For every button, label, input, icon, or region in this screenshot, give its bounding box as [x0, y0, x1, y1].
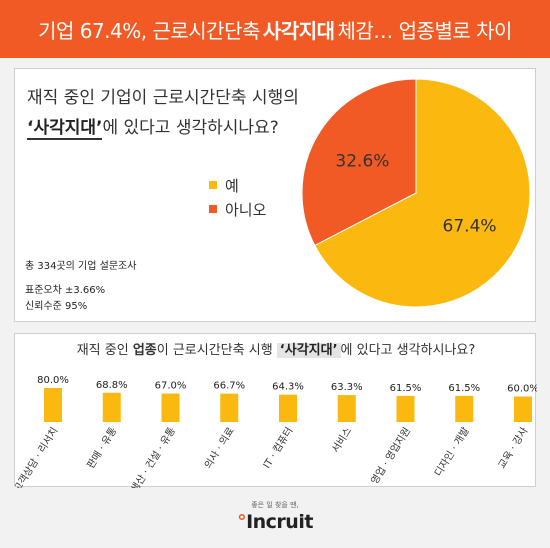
note-error: 표준오차 ±3.66%	[25, 285, 106, 296]
footer-slogan: 좋은 일 찾을 땐,	[251, 501, 299, 509]
survey2-pre: 재직 중인	[76, 343, 129, 358]
legend-label-no: 아니오	[225, 200, 267, 219]
headline-part2: 체감… 업종별로 차이	[337, 18, 513, 43]
bar-category-label: 생산 · 건설 · 유통	[129, 425, 179, 488]
bar-value-label: 60.0%	[507, 384, 537, 395]
pie-slice-no	[301, 78, 417, 247]
survey2-post: 에 있다고 생각하시나요?	[340, 343, 476, 358]
bar-category-label: 교육 · 강사	[496, 425, 531, 471]
logo-mark: °	[237, 511, 247, 533]
survey1-question-line1: 재직 중인 기업이 근로시간단축 시행의	[27, 88, 299, 108]
bar-value-label: 67.0%	[155, 381, 187, 392]
headline-banner: 기업 67.4%, 근로시간단축 사각지대 체감… 업종별로 차이	[0, 0, 550, 58]
bar-category-label: IT · 컴퓨터	[261, 425, 296, 471]
bar-category-label: 의사 · 의료	[202, 425, 237, 471]
incruit-logo: °Incruit	[0, 511, 550, 533]
headline-part1: 기업 67.4%, 근로시간단축	[38, 18, 260, 43]
bar-value-label: 61.5%	[448, 383, 480, 394]
survey2-mid: 이 근로시간단축 시행	[156, 343, 273, 358]
bar-panel: 재직 중인 업종이 근로시간단축 시행 ‘사각지대’ 에 있다고 생각하시나요? …	[14, 333, 537, 488]
bar-category-label: 서비스	[329, 425, 354, 455]
bar	[279, 394, 297, 422]
survey-notes: 총 334곳의 기업 설문조사 표준오차 ±3.66% 신뢰수준 95%	[25, 259, 136, 315]
legend-item-no: 아니오	[209, 197, 266, 221]
bar-value-label: 63.3%	[331, 382, 363, 393]
survey1-question-rest: 에 있다고 생각하시나요?	[102, 118, 279, 138]
note-confidence: 신뢰수준 95%	[25, 301, 88, 312]
pie-legend: 예 아니오	[209, 173, 266, 221]
note-total: 총 334곳의 기업 설문조사	[25, 261, 137, 272]
bar-value-label: 61.5%	[390, 383, 422, 394]
bar	[44, 388, 62, 422]
bar-category-label: 디자인 · 개발	[432, 425, 472, 478]
bar-value-label: 64.3%	[272, 382, 304, 393]
bar-category-label: 영업 · 영업지원	[368, 425, 413, 487]
legend-swatch-yes	[209, 181, 217, 189]
logo-text: Incruit	[246, 511, 313, 533]
legend-label-yes: 예	[225, 176, 239, 195]
survey1-question-line2: ‘사각지대’에 있다고 생각하시나요?	[27, 113, 299, 143]
bar	[220, 393, 239, 422]
survey2-highlight: ‘사각지대’	[276, 343, 341, 358]
survey1-highlight: ‘사각지대’	[27, 118, 103, 140]
bar-category-label: 판매 · 유통	[85, 425, 120, 471]
headline-emphasis: 사각지대	[262, 18, 335, 43]
bar-value-label: 68.8%	[96, 380, 128, 391]
bar	[396, 395, 415, 422]
survey1-question: 재직 중인 기업이 근로시간단축 시행의 ‘사각지대’에 있다고 생각하시나요?	[27, 83, 299, 143]
bar	[337, 395, 356, 422]
bar	[455, 395, 474, 422]
pie-slice-yes	[314, 78, 531, 308]
footer: 좋은 일 찾을 땐, °Incruit	[0, 500, 550, 533]
legend-swatch-no	[209, 205, 217, 213]
pie-chart: 67.4% 32.6%	[301, 78, 531, 308]
bar-category-label: 고객상담 · 리서치	[15, 425, 61, 488]
bar-chart: 80.0% 고객상담 · 리서치 68.8% 판매 · 유통 67.0% 생산 · 건설 …	[15, 375, 537, 488]
bar	[161, 393, 180, 422]
survey2-question: 재직 중인 업종이 근로시간단축 시행 ‘사각지대’ 에 있다고 생각하시나요?	[15, 339, 537, 358]
pie-label-no: 32.6%	[335, 151, 389, 171]
pie-panel: 재직 중인 기업이 근로시간단축 시행의 ‘사각지대’에 있다고 생각하시나요?…	[14, 68, 536, 322]
legend-item-yes: 예	[209, 173, 266, 197]
bar	[102, 392, 121, 422]
survey2-bold: 업종	[132, 343, 157, 358]
bar	[514, 396, 532, 422]
bar-value-label: 66.7%	[213, 381, 245, 392]
pie-label-yes: 67.4%	[443, 217, 497, 237]
bar-value-label: 80.0%	[37, 375, 69, 386]
